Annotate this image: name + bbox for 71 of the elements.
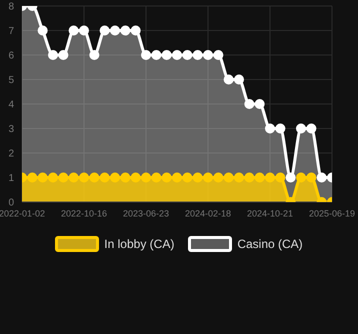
point bbox=[213, 172, 224, 182]
y-tick-label: 7 bbox=[8, 26, 14, 38]
point bbox=[213, 50, 224, 60]
point bbox=[224, 172, 234, 182]
point bbox=[48, 172, 58, 182]
point bbox=[120, 26, 130, 36]
x-tick-label: 2024-10-21 bbox=[246, 208, 294, 218]
point bbox=[296, 124, 306, 134]
point bbox=[110, 26, 120, 36]
point bbox=[38, 26, 48, 36]
point bbox=[151, 172, 162, 182]
point bbox=[254, 172, 265, 182]
point bbox=[244, 172, 254, 182]
point bbox=[224, 74, 234, 84]
point bbox=[130, 26, 141, 36]
point bbox=[151, 50, 162, 60]
x-tick-label: 2022-10-16 bbox=[60, 208, 108, 218]
y-tick-label: 2 bbox=[8, 148, 14, 160]
point bbox=[89, 50, 100, 60]
point bbox=[192, 172, 203, 182]
point bbox=[234, 74, 244, 84]
point bbox=[296, 172, 306, 182]
point bbox=[48, 50, 58, 60]
legend-label: In lobby (CA) bbox=[104, 237, 174, 251]
point bbox=[172, 172, 182, 182]
point bbox=[203, 50, 213, 60]
point bbox=[58, 50, 68, 60]
point bbox=[100, 26, 110, 36]
point bbox=[306, 124, 316, 134]
point bbox=[306, 172, 316, 182]
point bbox=[172, 50, 182, 60]
point bbox=[120, 172, 130, 182]
x-tick-label: 2023-06-23 bbox=[122, 208, 170, 218]
legend-label: Casino (CA) bbox=[237, 237, 303, 251]
point bbox=[234, 172, 244, 182]
point bbox=[203, 172, 213, 182]
point bbox=[265, 172, 275, 182]
point bbox=[286, 172, 296, 182]
y-tick-label: 6 bbox=[8, 50, 14, 62]
point bbox=[275, 172, 286, 182]
point bbox=[141, 50, 151, 60]
point bbox=[68, 172, 79, 182]
point bbox=[68, 26, 79, 36]
point bbox=[316, 172, 327, 182]
point bbox=[100, 172, 110, 182]
point bbox=[162, 50, 172, 60]
y-tick-label: 4 bbox=[8, 100, 14, 111]
point bbox=[265, 124, 275, 134]
point bbox=[244, 99, 254, 109]
point bbox=[58, 172, 68, 182]
point bbox=[275, 124, 286, 134]
x-tick-label: 2024-02-18 bbox=[184, 208, 232, 218]
point bbox=[79, 26, 89, 36]
y-tick-label: 1 bbox=[8, 173, 14, 184]
point bbox=[130, 172, 141, 182]
point bbox=[182, 50, 192, 60]
point bbox=[192, 50, 203, 60]
y-tick-label: 5 bbox=[8, 75, 14, 86]
point bbox=[89, 172, 100, 182]
y-tick-label: 3 bbox=[8, 124, 14, 136]
point bbox=[254, 99, 265, 109]
y-tick-label: 8 bbox=[8, 2, 14, 13]
point bbox=[79, 172, 89, 182]
point bbox=[27, 172, 38, 182]
x-tick-label: 2025-06-19 bbox=[308, 208, 356, 218]
point bbox=[141, 172, 151, 182]
point bbox=[38, 172, 48, 182]
point bbox=[162, 172, 172, 182]
y-tick-label: 0 bbox=[8, 198, 14, 209]
point bbox=[110, 172, 120, 182]
point bbox=[182, 172, 192, 182]
